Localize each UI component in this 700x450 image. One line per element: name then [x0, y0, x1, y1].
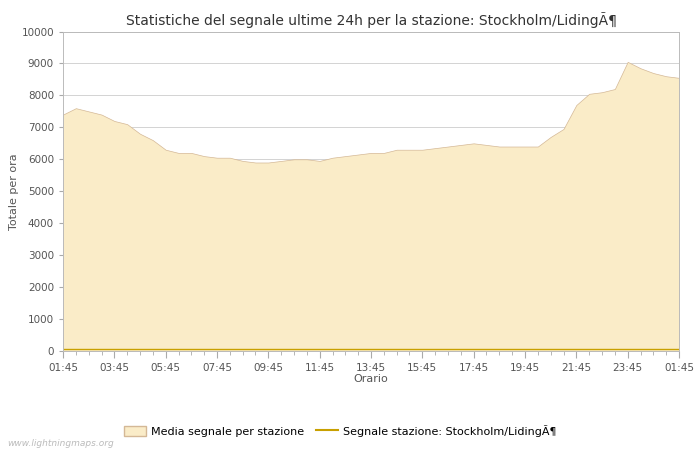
- Legend: Media segnale per stazione, Segnale stazione: Stockholm/LidingÃ¶: Media segnale per stazione, Segnale staz…: [119, 420, 561, 441]
- X-axis label: Orario: Orario: [354, 374, 388, 384]
- Y-axis label: Totale per ora: Totale per ora: [8, 153, 19, 230]
- Title: Statistiche del segnale ultime 24h per la stazione: Stockholm/LidingÃ¶: Statistiche del segnale ultime 24h per l…: [125, 12, 617, 27]
- Text: www.lightningmaps.org: www.lightningmaps.org: [7, 439, 113, 448]
